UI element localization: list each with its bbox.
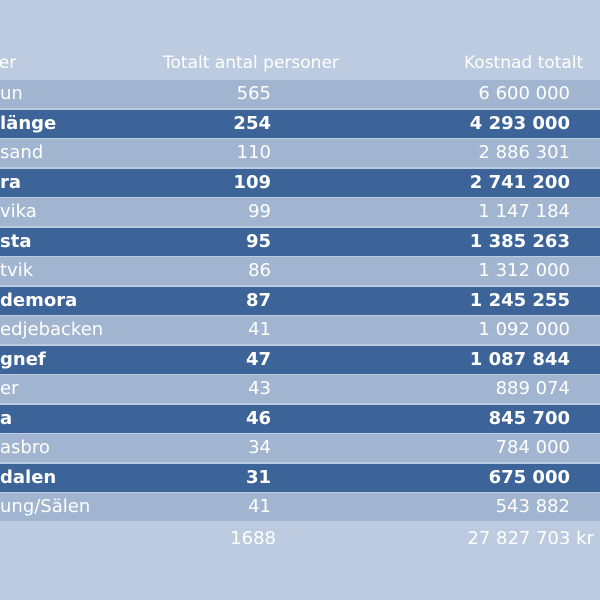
row-persons: 31: [245, 466, 271, 488]
row-persons: 565: [236, 83, 271, 104]
row-persons: 34: [248, 437, 271, 458]
total-persons: 1688: [230, 528, 276, 549]
table-row: sand 110 2 886 301: [0, 139, 600, 167]
row-persons: 86: [248, 260, 271, 281]
table-row: er 43 889 074: [0, 375, 600, 403]
row-name: asbro: [0, 437, 50, 458]
table-row: edjebacken 41 1 092 000: [0, 316, 600, 344]
row-persons: 46: [245, 407, 271, 429]
table-row: demora 87 1 245 255: [0, 286, 600, 315]
table-row: a 46 845 700: [0, 404, 600, 433]
total-row: 1688 27 827 703 kr: [0, 526, 600, 552]
row-cost: 1 087 844: [469, 348, 570, 370]
row-persons: 99: [248, 201, 271, 222]
row-name: ung/Sälen: [0, 496, 91, 517]
column-header-persons: Totalt antal personer: [163, 53, 339, 73]
row-cost: 2 741 200: [469, 171, 570, 193]
row-cost: 1 147 184: [478, 201, 570, 222]
row-persons: 41: [248, 319, 271, 340]
row-cost: 1 385 263: [469, 230, 570, 252]
column-header-municipality: der: [0, 53, 17, 73]
row-cost: 2 886 301: [478, 142, 570, 163]
table-row: dalen 31 675 000: [0, 463, 600, 492]
row-name: a: [0, 407, 13, 429]
table-row: un 565 6 600 000: [0, 80, 600, 108]
row-cost: 1 312 000: [478, 260, 570, 281]
row-name: vika: [0, 201, 37, 222]
table-row: asbro 34 784 000: [0, 434, 600, 462]
row-persons: 87: [245, 289, 271, 311]
row-cost: 4 293 000: [469, 112, 570, 134]
row-cost: 1 245 255: [469, 289, 570, 311]
table-row: ung/Sälen 41 543 882: [0, 493, 600, 521]
row-name: tvik: [0, 260, 34, 281]
table-row: länge 254 4 293 000: [0, 109, 600, 138]
row-name: gnef: [0, 348, 46, 370]
row-name: er: [0, 378, 19, 399]
row-name: länge: [0, 112, 57, 134]
table-row: gnef 47 1 087 844: [0, 345, 600, 374]
row-cost: 543 882: [495, 496, 570, 517]
row-persons: 41: [248, 496, 271, 517]
row-persons: 254: [233, 112, 271, 134]
row-cost: 675 000: [488, 466, 570, 488]
table-row: tvik 86 1 312 000: [0, 257, 600, 285]
table-row: vika 99 1 147 184: [0, 198, 600, 226]
row-persons: 109: [233, 171, 271, 193]
row-persons: 43: [248, 378, 271, 399]
row-name: un: [0, 83, 23, 104]
table-row: sta 95 1 385 263: [0, 227, 600, 256]
row-cost: 889 074: [495, 378, 570, 399]
row-persons: 110: [236, 142, 271, 163]
row-cost: 1 092 000: [478, 319, 570, 340]
row-cost: 6 600 000: [478, 83, 570, 104]
row-cost: 845 700: [488, 407, 570, 429]
row-persons: 95: [245, 230, 271, 252]
row-persons: 47: [245, 348, 271, 370]
table-row: ra 109 2 741 200: [0, 168, 600, 197]
row-name: ra: [0, 171, 22, 193]
total-cost: 27 827 703 kr: [467, 528, 594, 549]
column-header-cost: Kostnad totalt: [464, 53, 584, 73]
row-name: edjebacken: [0, 319, 104, 340]
row-name: sta: [0, 230, 32, 252]
row-name: demora: [0, 289, 78, 311]
row-name: sand: [0, 142, 44, 163]
row-name: dalen: [0, 466, 57, 488]
row-cost: 784 000: [495, 437, 570, 458]
